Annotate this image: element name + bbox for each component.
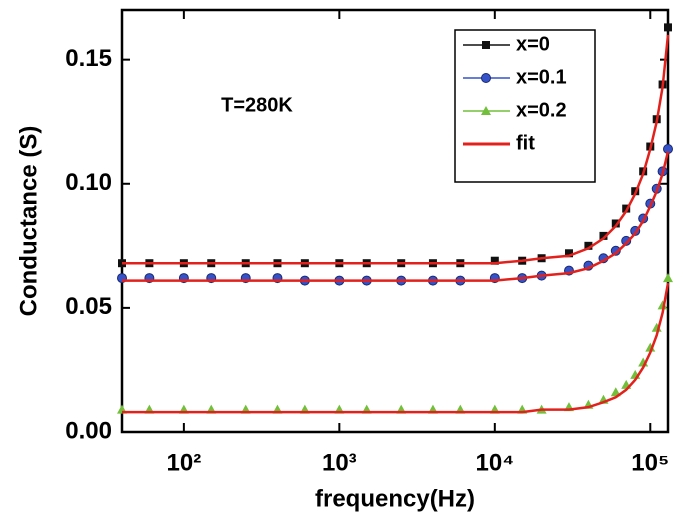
y-tick-label: 0.15	[65, 45, 112, 72]
fit-curve	[122, 151, 670, 282]
marker	[610, 245, 621, 256]
marker	[663, 273, 673, 283]
plot-frame	[120, 8, 670, 434]
fit-curve	[122, 282, 670, 414]
legend-marker	[481, 73, 491, 83]
legend-label: x=0.1	[516, 66, 567, 88]
y-tick-label: 0.10	[65, 169, 112, 196]
x-tick-label: 10⁴	[476, 449, 515, 476]
fit-curve	[122, 34, 670, 265]
y-axis-title: Conductance (S)	[15, 126, 42, 317]
y-tick-label: 0.00	[65, 417, 112, 444]
x-tick-label: 10²	[167, 449, 202, 476]
marker	[621, 235, 632, 246]
annotation: T=280K	[221, 94, 293, 116]
marker	[664, 23, 672, 32]
y-tick-label: 0.05	[65, 293, 112, 320]
x-tick-label: 10³	[322, 449, 357, 476]
legend-label: x=0.2	[516, 99, 567, 121]
marker	[564, 249, 573, 258]
x-tick-label: 10⁵	[631, 449, 669, 476]
marker	[657, 300, 668, 310]
legend-box	[454, 29, 596, 183]
marker	[611, 219, 620, 228]
marker	[599, 231, 608, 240]
x-axis-title: frequency(Hz)	[315, 485, 475, 512]
legend-label: x=0	[516, 33, 550, 55]
legend-marker	[481, 106, 491, 115]
legend-label: fit	[516, 132, 535, 154]
marker	[490, 256, 499, 265]
legend-marker	[482, 41, 490, 49]
marker	[584, 241, 593, 250]
